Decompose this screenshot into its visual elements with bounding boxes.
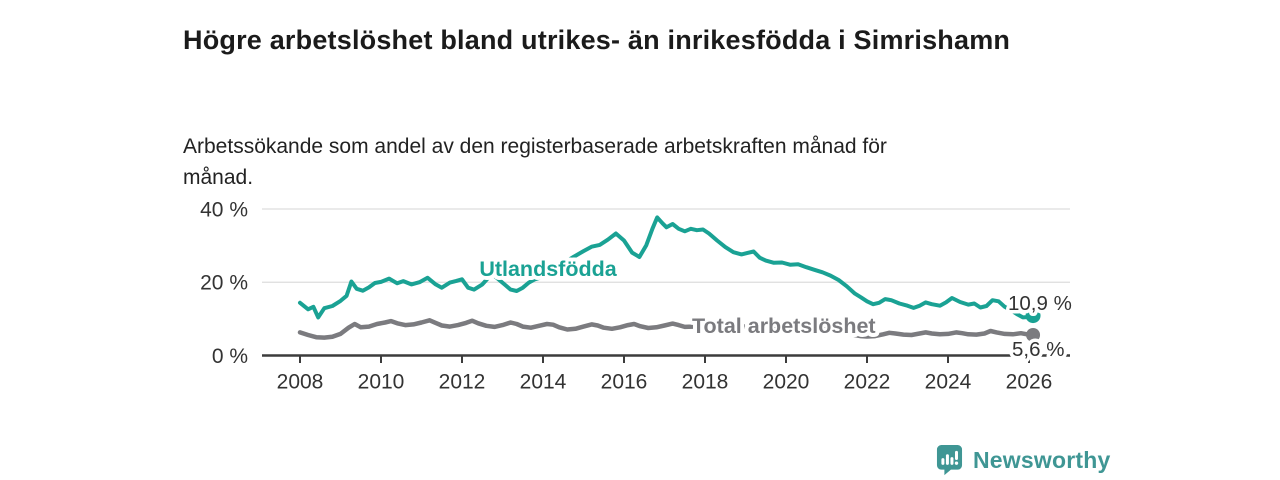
x-axis-label: 2008 bbox=[277, 371, 324, 394]
x-axis-label: 2016 bbox=[601, 371, 648, 394]
x-axis-label: 2024 bbox=[925, 371, 972, 394]
bar-chart-speech-bubble-icon bbox=[936, 445, 963, 476]
end-dot-total bbox=[1026, 327, 1041, 342]
y-axis-label: 40 % bbox=[200, 198, 248, 221]
x-axis-label: 2026 bbox=[1006, 371, 1053, 394]
newsworthy-logo[interactable]: Newsworthy bbox=[936, 444, 1110, 476]
series-label-utlandsfodda: Utlandsfödda bbox=[479, 257, 617, 281]
series-label-total: Total arbetslöshet bbox=[692, 314, 876, 338]
newsworthy-logo-text: Newsworthy bbox=[973, 446, 1111, 473]
page-title: Högre arbetslöshet bland utrikes- än inr… bbox=[183, 25, 1011, 56]
end-dot-utlandsfodda bbox=[1025, 308, 1041, 324]
end-label-total: 5,6 % bbox=[1012, 338, 1064, 361]
series-line-utlandsfodda bbox=[298, 215, 1035, 320]
x-axis-label: 2010 bbox=[358, 371, 405, 394]
x-axis-label: 2018 bbox=[682, 371, 729, 394]
chart-subtitle: Arbetssökande som andel av den registerb… bbox=[183, 135, 887, 189]
x-axis-label: 2012 bbox=[439, 371, 486, 394]
end-label-utlandsfodda: 10,9 % bbox=[1008, 292, 1072, 315]
x-axis-label: 2022 bbox=[844, 371, 891, 394]
x-axis-label: 2020 bbox=[763, 371, 810, 394]
y-axis-label: 0 % bbox=[212, 345, 248, 368]
x-axis-label: 2014 bbox=[520, 371, 567, 394]
y-axis-label: 20 % bbox=[200, 272, 248, 295]
series-line-total bbox=[297, 318, 1036, 340]
